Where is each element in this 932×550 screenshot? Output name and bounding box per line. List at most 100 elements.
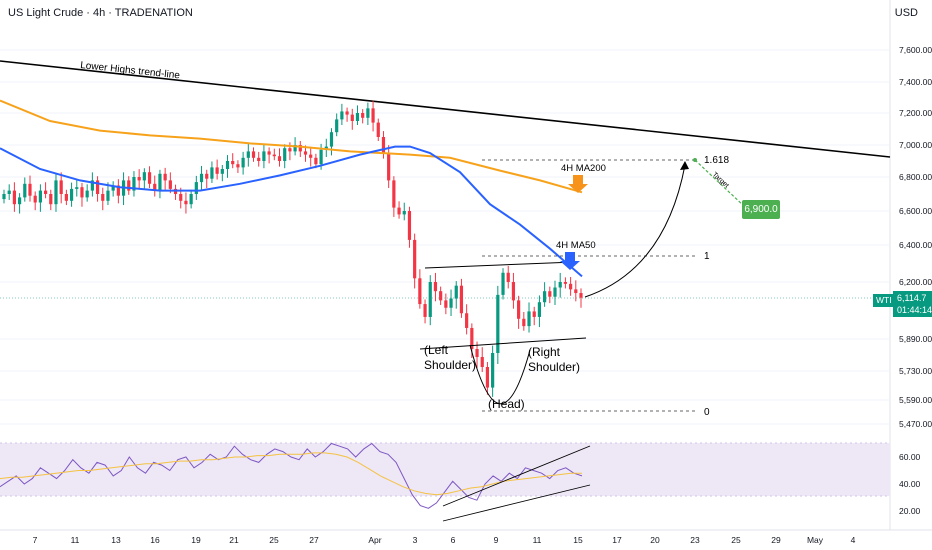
last-price-tag: 6,114.7 01:44:14 [893, 291, 932, 317]
time-tick-label: 13 [111, 535, 121, 545]
candle-body [558, 282, 562, 288]
candle-body [2, 194, 6, 200]
left-shoulder-label-2: Shoulder) [424, 358, 476, 372]
candle-body [553, 287, 557, 297]
candle-body [475, 349, 479, 357]
ma200-arrow-icon [568, 175, 588, 193]
candle-body [38, 190, 42, 203]
price-tick-label: 5,590.00 [899, 395, 932, 405]
candle-body [199, 173, 204, 183]
time-tick-label: 21 [229, 535, 239, 545]
candle-body [85, 190, 89, 198]
time-tick-label: 7 [33, 535, 38, 545]
target-line [694, 159, 746, 208]
candle-body [397, 207, 401, 215]
time-tick-label: 20 [650, 535, 660, 545]
candle-body [272, 154, 276, 157]
neckline [424, 261, 576, 269]
candle-body [106, 190, 110, 201]
candle-body [210, 167, 214, 179]
candle-body [75, 187, 79, 189]
time-tick-label: 29 [771, 535, 781, 545]
candle-body [350, 114, 354, 121]
candle-body [95, 180, 100, 194]
fib-label-1: 1 [704, 251, 710, 262]
bar-countdown: 01:44:14 [897, 305, 932, 315]
candle-body [33, 195, 37, 203]
time-tick-label: 11 [71, 535, 80, 545]
time-tick-label: 9 [494, 535, 499, 545]
time-tick-label: Apr [368, 535, 381, 545]
price-tick-label: 7,600.00 [899, 45, 932, 55]
candle-body [329, 132, 334, 147]
candle-body [413, 239, 417, 279]
candle-body [293, 145, 297, 152]
trendline-label: Lower Highs trend-line [80, 60, 181, 81]
price-tick-label: 5,730.00 [899, 366, 932, 376]
candle-body [392, 180, 396, 208]
time-tick-label: 11 [533, 535, 542, 545]
candle-body [49, 194, 53, 205]
target-start-dot [693, 158, 697, 162]
candle-body [470, 327, 474, 349]
candle-body [101, 194, 105, 201]
time-tick-label: 27 [309, 535, 319, 545]
fib-label-1618: 1.618 [704, 155, 729, 166]
candle-body [220, 169, 224, 174]
rsi-channel-bottom [442, 484, 591, 522]
candle-body [574, 289, 578, 294]
candle-body [17, 197, 22, 205]
time-tick-label: 15 [573, 535, 583, 545]
left-shoulder-label-1: (Left [424, 343, 449, 357]
time-tick-label: 6 [451, 535, 456, 545]
candle-body [418, 278, 422, 305]
candle-body [480, 357, 484, 367]
time-axis: 7 11 13 16 19 21 25 27 Apr 3 6 9 11 15 17 20 23 25 29 May 4 [33, 535, 856, 545]
head-label: (Head) [488, 397, 525, 411]
candle-body [345, 111, 349, 115]
candle-body [371, 108, 375, 123]
candle-body [376, 122, 380, 137]
projection-arrowhead [680, 161, 689, 170]
candle-body [428, 282, 432, 317]
candle-body [522, 318, 526, 327]
ma50-label: 4H MA50 [556, 240, 596, 251]
candle-body [147, 172, 152, 184]
currency-label: USD [894, 7, 918, 19]
candle-body [59, 180, 63, 194]
candle-body [340, 111, 344, 120]
candle-body [7, 190, 11, 194]
candle-body [225, 161, 230, 169]
price-tick-label: 5,890.00 [899, 334, 932, 344]
right-shoulder-label-1: (Right [528, 345, 561, 359]
candle-body [303, 151, 308, 155]
candle-body [355, 113, 360, 121]
time-tick-label: 23 [690, 535, 700, 545]
support-line [419, 337, 587, 350]
fib-label-0: 0 [704, 407, 710, 418]
candle-body [537, 302, 542, 317]
candle-body [179, 194, 183, 201]
candle-body [548, 291, 552, 297]
candle-body [433, 282, 438, 292]
candle-body [153, 183, 157, 191]
candle-body [288, 148, 292, 152]
candle-body [532, 311, 536, 317]
candle-body [283, 148, 287, 161]
rsi-band [0, 443, 890, 496]
candle-body [517, 300, 521, 319]
candle-body [189, 194, 193, 205]
rsi-line [0, 442, 583, 509]
time-tick-label: May [807, 535, 824, 545]
candle-body [262, 151, 266, 161]
candle-body [449, 298, 453, 308]
time-tick-label: 25 [269, 535, 279, 545]
candle-body [444, 300, 448, 308]
price-axis: 7,600.00 7,400.00 7,200.00 7,000.00 6,800.00… [0, 45, 932, 429]
candle-body [319, 149, 323, 165]
candle-body [137, 177, 141, 181]
lower-highs-trendline[interactable] [0, 60, 891, 158]
candle-body [506, 272, 510, 282]
candle-body [194, 182, 198, 194]
